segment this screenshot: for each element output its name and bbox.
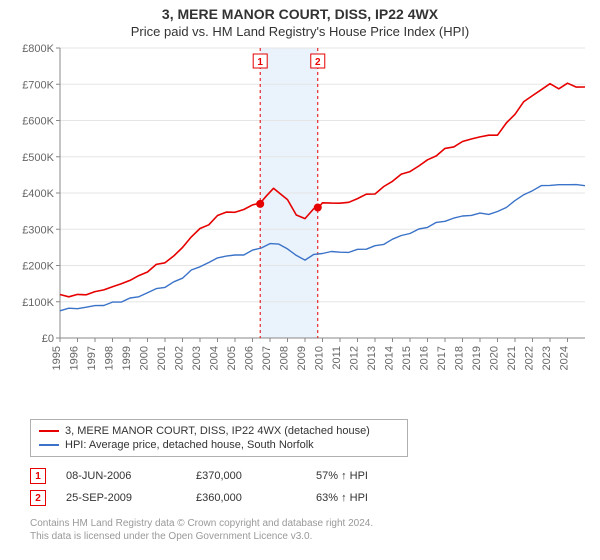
line-chart: £0 £100K £200K £300K £400K £500K £600K £700K £80…: [5, 43, 595, 413]
chart-area: £0 £100K £200K £300K £400K £500K £600K £700K £80…: [5, 43, 595, 413]
svg-text:2010: 2010: [314, 346, 326, 370]
sale-marker-icon: 2: [30, 490, 46, 506]
sale-vs-hpi: 63% ↑ HPI: [316, 492, 416, 504]
svg-text:2003: 2003: [191, 346, 203, 370]
svg-text:2023: 2023: [541, 346, 553, 370]
svg-text:2011: 2011: [331, 346, 343, 370]
svg-text:£400K: £400K: [22, 188, 54, 200]
svg-text:2001: 2001: [156, 346, 168, 370]
svg-text:£200K: £200K: [22, 261, 54, 273]
svg-text:2018: 2018: [454, 346, 466, 370]
svg-text:2013: 2013: [366, 346, 378, 370]
svg-text:2002: 2002: [174, 346, 186, 370]
svg-text:£100K: £100K: [22, 297, 54, 309]
svg-text:1998: 1998: [104, 346, 116, 370]
svg-text:2007: 2007: [261, 346, 273, 370]
svg-text:£500K: £500K: [22, 152, 54, 164]
sale-price: £370,000: [196, 470, 316, 482]
legend-box: 3, MERE MANOR COURT, DISS, IP22 4WX (det…: [30, 419, 408, 457]
svg-text:2009: 2009: [296, 346, 308, 370]
svg-text:£300K: £300K: [22, 224, 54, 236]
svg-text:2004: 2004: [209, 346, 221, 370]
legend-swatch: [39, 430, 59, 432]
sale-row: 2 25-SEP-2009£360,00063% ↑ HPI: [30, 487, 600, 509]
svg-text:2014: 2014: [384, 346, 396, 370]
chart-title-address: 3, MERE MANOR COURT, DISS, IP22 4WX: [0, 6, 600, 22]
svg-text:2: 2: [315, 57, 321, 68]
legend-item: HPI: Average price, detached house, Sout…: [39, 438, 399, 452]
svg-text:2006: 2006: [244, 346, 256, 370]
svg-text:1996: 1996: [69, 346, 81, 370]
legend-label: 3, MERE MANOR COURT, DISS, IP22 4WX (det…: [65, 425, 370, 437]
svg-text:1: 1: [257, 57, 263, 68]
svg-text:£600K: £600K: [22, 116, 54, 128]
svg-text:2012: 2012: [349, 346, 361, 370]
sale-vs-hpi: 57% ↑ HPI: [316, 470, 416, 482]
svg-text:2022: 2022: [524, 346, 536, 370]
svg-text:2000: 2000: [139, 346, 151, 370]
legend-item: 3, MERE MANOR COURT, DISS, IP22 4WX (det…: [39, 424, 399, 438]
svg-text:2016: 2016: [419, 346, 431, 370]
sale-row: 1 08-JUN-2006£370,00057% ↑ HPI: [30, 465, 600, 487]
svg-text:2024: 2024: [559, 346, 571, 370]
svg-text:2015: 2015: [401, 346, 413, 370]
svg-text:2019: 2019: [471, 346, 483, 370]
sales-table: 1 08-JUN-2006£370,00057% ↑ HPI 2 25-SEP-200…: [30, 465, 600, 509]
svg-text:2008: 2008: [279, 346, 291, 370]
svg-text:£0: £0: [42, 333, 54, 345]
svg-text:2020: 2020: [489, 346, 501, 370]
svg-text:2017: 2017: [436, 346, 448, 370]
footer-attribution: Contains HM Land Registry data © Crown c…: [30, 517, 600, 543]
svg-text:1995: 1995: [51, 346, 63, 370]
sale-date: 25-SEP-2009: [66, 492, 196, 504]
sale-price: £360,000: [196, 492, 316, 504]
svg-text:£800K: £800K: [22, 43, 54, 55]
sale-marker-icon: 1: [30, 468, 46, 484]
svg-text:2005: 2005: [226, 346, 238, 370]
footer-line: This data is licensed under the Open Gov…: [30, 530, 600, 543]
legend-swatch: [39, 444, 59, 446]
svg-text:2021: 2021: [506, 346, 518, 370]
sale-date: 08-JUN-2006: [66, 470, 196, 482]
legend-label: HPI: Average price, detached house, Sout…: [65, 439, 314, 451]
chart-title-subtitle: Price paid vs. HM Land Registry's House …: [0, 24, 600, 39]
svg-text:1999: 1999: [121, 346, 133, 370]
svg-text:1997: 1997: [86, 346, 98, 370]
svg-text:£700K: £700K: [22, 79, 54, 91]
footer-line: Contains HM Land Registry data © Crown c…: [30, 517, 600, 530]
